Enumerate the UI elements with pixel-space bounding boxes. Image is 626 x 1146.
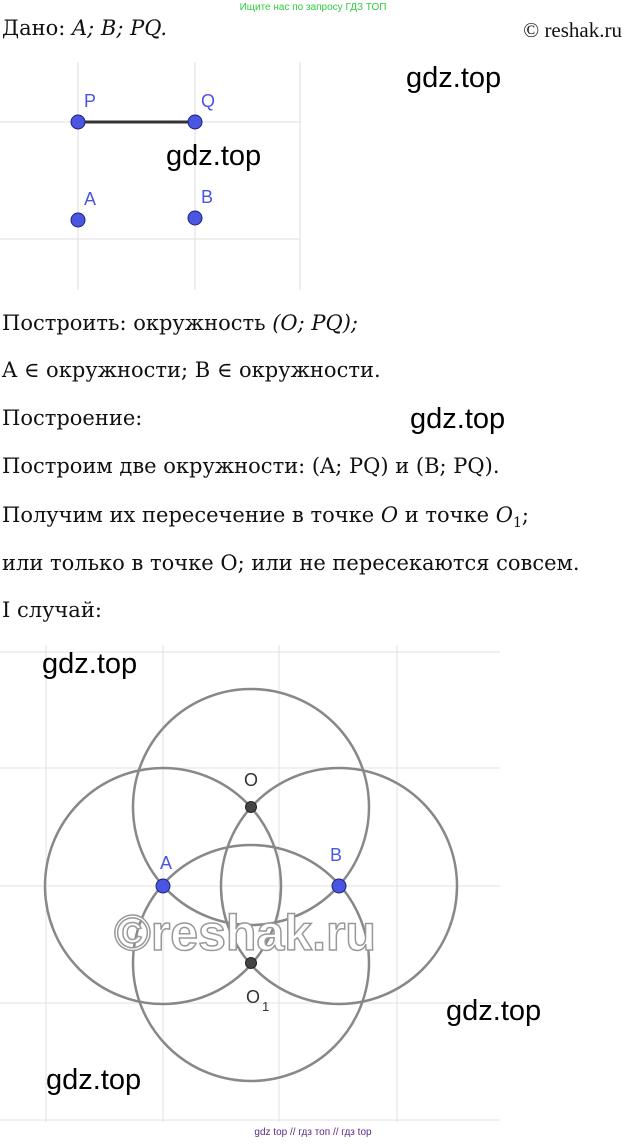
given-label: Дано:	[2, 16, 72, 40]
step-3: или только в точке O; или не пересекаютс…	[2, 551, 580, 575]
figure-element	[245, 801, 257, 969]
figure-2-grid	[0, 645, 500, 1122]
figure-element: A B O O 1	[160, 770, 342, 1014]
reshak-watermark: ©reshak.ru	[114, 905, 376, 961]
point-b	[187, 210, 203, 226]
construction-heading: Построение:	[2, 406, 143, 430]
construct-label: Построить: окружность	[2, 311, 273, 335]
gdz-watermark: gdz.top	[46, 1064, 142, 1096]
point-o1	[245, 957, 257, 969]
given-math: A; B; PQ.	[71, 16, 168, 40]
point-b	[331, 878, 347, 894]
search-banner: Ищите нас по запросу ГДЗ ТОП	[239, 2, 387, 13]
step-2-a: Получим их пересечение в точке	[2, 503, 381, 527]
step-2-sub: 1	[513, 515, 522, 532]
step-2: Получим их пересечение в точке O и точке…	[2, 503, 529, 531]
copyright: © reshak.ru	[523, 18, 622, 42]
gdz-watermark: gdz.top	[166, 140, 262, 172]
footer-banner: gdz top // гдз топ // гдз top	[254, 1127, 372, 1138]
step-2-o: O	[380, 503, 399, 527]
gdz-watermark: gdz.top	[446, 995, 542, 1027]
point-a	[70, 212, 86, 228]
point-p	[70, 114, 86, 130]
given-line: Дано: A; B; PQ.	[2, 16, 167, 40]
circle-a	[43, 766, 283, 1006]
circle-o1	[131, 843, 371, 1083]
construct-line: Построить: окружность (O; PQ);	[2, 311, 358, 335]
label-a: A	[160, 853, 172, 873]
step-2-b: и точке	[398, 503, 496, 527]
case-1-heading: I случай:	[2, 598, 102, 622]
label-o1: O	[246, 987, 260, 1007]
step-2-end: ;	[521, 503, 529, 527]
label-o1-sub: 1	[262, 999, 269, 1014]
circle-o	[131, 687, 371, 927]
label-a: A	[84, 189, 96, 209]
label-b: B	[330, 845, 342, 865]
point-a	[155, 878, 171, 894]
figure-element	[70, 114, 203, 228]
belongs-line: A ∈ окружности; B ∈ окружности.	[2, 358, 381, 382]
point-o	[245, 801, 257, 813]
figure-1	[0, 62, 301, 290]
figure-element	[43, 687, 459, 1083]
gdz-watermark: gdz.top	[410, 403, 506, 435]
construct-math: (O; PQ);	[272, 311, 359, 335]
figure-element	[155, 878, 347, 894]
label-o: O	[244, 770, 258, 790]
point-q	[187, 114, 203, 130]
label-b: B	[201, 187, 213, 207]
step-2-o1: O	[495, 503, 513, 527]
label-q: Q	[201, 91, 215, 111]
gdz-watermark: gdz.top	[42, 648, 138, 680]
figure-element: P Q A B	[84, 91, 215, 209]
label-p: P	[84, 91, 96, 111]
step-1: Построим две окружности: (A; PQ) и (B; P…	[2, 454, 500, 478]
gdz-watermark: gdz.top	[406, 62, 502, 94]
circle-b	[219, 766, 459, 1006]
